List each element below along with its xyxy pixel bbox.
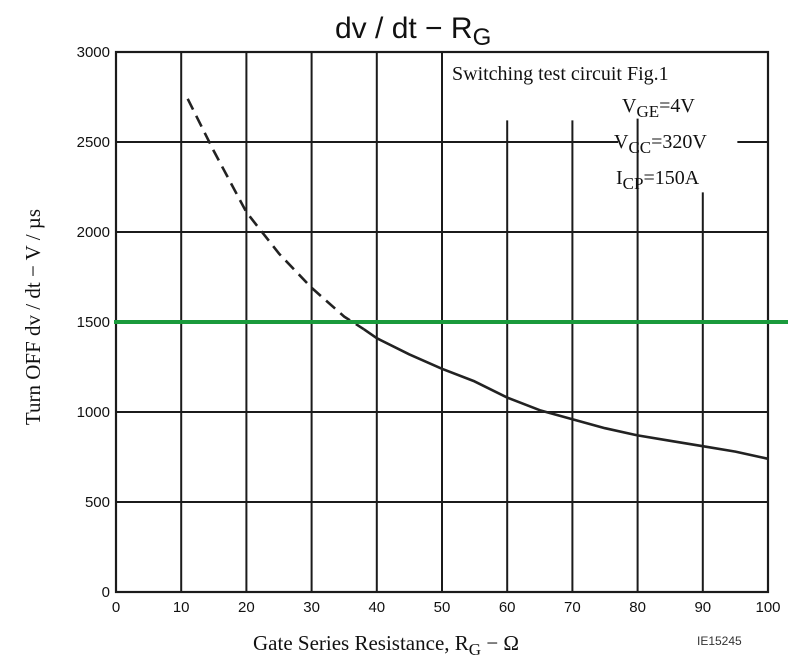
y-tick-label: 2500 <box>77 134 110 151</box>
y-tick-label: 0 <box>102 584 110 601</box>
x-tick-label: 100 <box>755 599 780 616</box>
curve-solid-segment <box>363 328 769 461</box>
chart-title: dv / dt − RG <box>335 12 491 51</box>
condition-circuit: Switching test circuit Fig.1 <box>452 63 669 85</box>
x-tick-label: 10 <box>173 599 190 616</box>
y-axis-label: Turn OFF dv / dt − V / µs <box>21 209 45 425</box>
x-tick-label: 0 <box>112 599 120 616</box>
x-tick-label: 70 <box>564 599 581 616</box>
y-tick-label: 1500 <box>77 314 110 331</box>
y-tick-label: 1000 <box>77 404 110 421</box>
x-tick-label: 90 <box>694 599 711 616</box>
curve-dashed-segment <box>186 98 365 331</box>
x-tick-label: 80 <box>629 599 646 616</box>
y-tick-label: 500 <box>85 494 110 511</box>
x-axis-label: Gate Series Resistance, RG − Ω <box>253 631 519 658</box>
x-tick-label: 60 <box>499 599 516 616</box>
condition-icp: ICP=150A <box>616 167 700 193</box>
condition-vcc: VCC=320V <box>614 131 707 157</box>
y-tick-label: 3000 <box>77 44 110 61</box>
x-tick-label: 40 <box>368 599 385 616</box>
chart-footnote: IE15245 <box>697 634 742 648</box>
x-tick-label: 20 <box>238 599 255 616</box>
x-tick-label: 30 <box>303 599 320 616</box>
y-tick-label: 2000 <box>77 224 110 241</box>
condition-vge: VGE=4V <box>622 95 695 121</box>
x-tick-label: 50 <box>434 599 451 616</box>
plot-area: 0 10 20 30 40 50 60 70 80 90 100050010001500200025… <box>77 44 788 616</box>
